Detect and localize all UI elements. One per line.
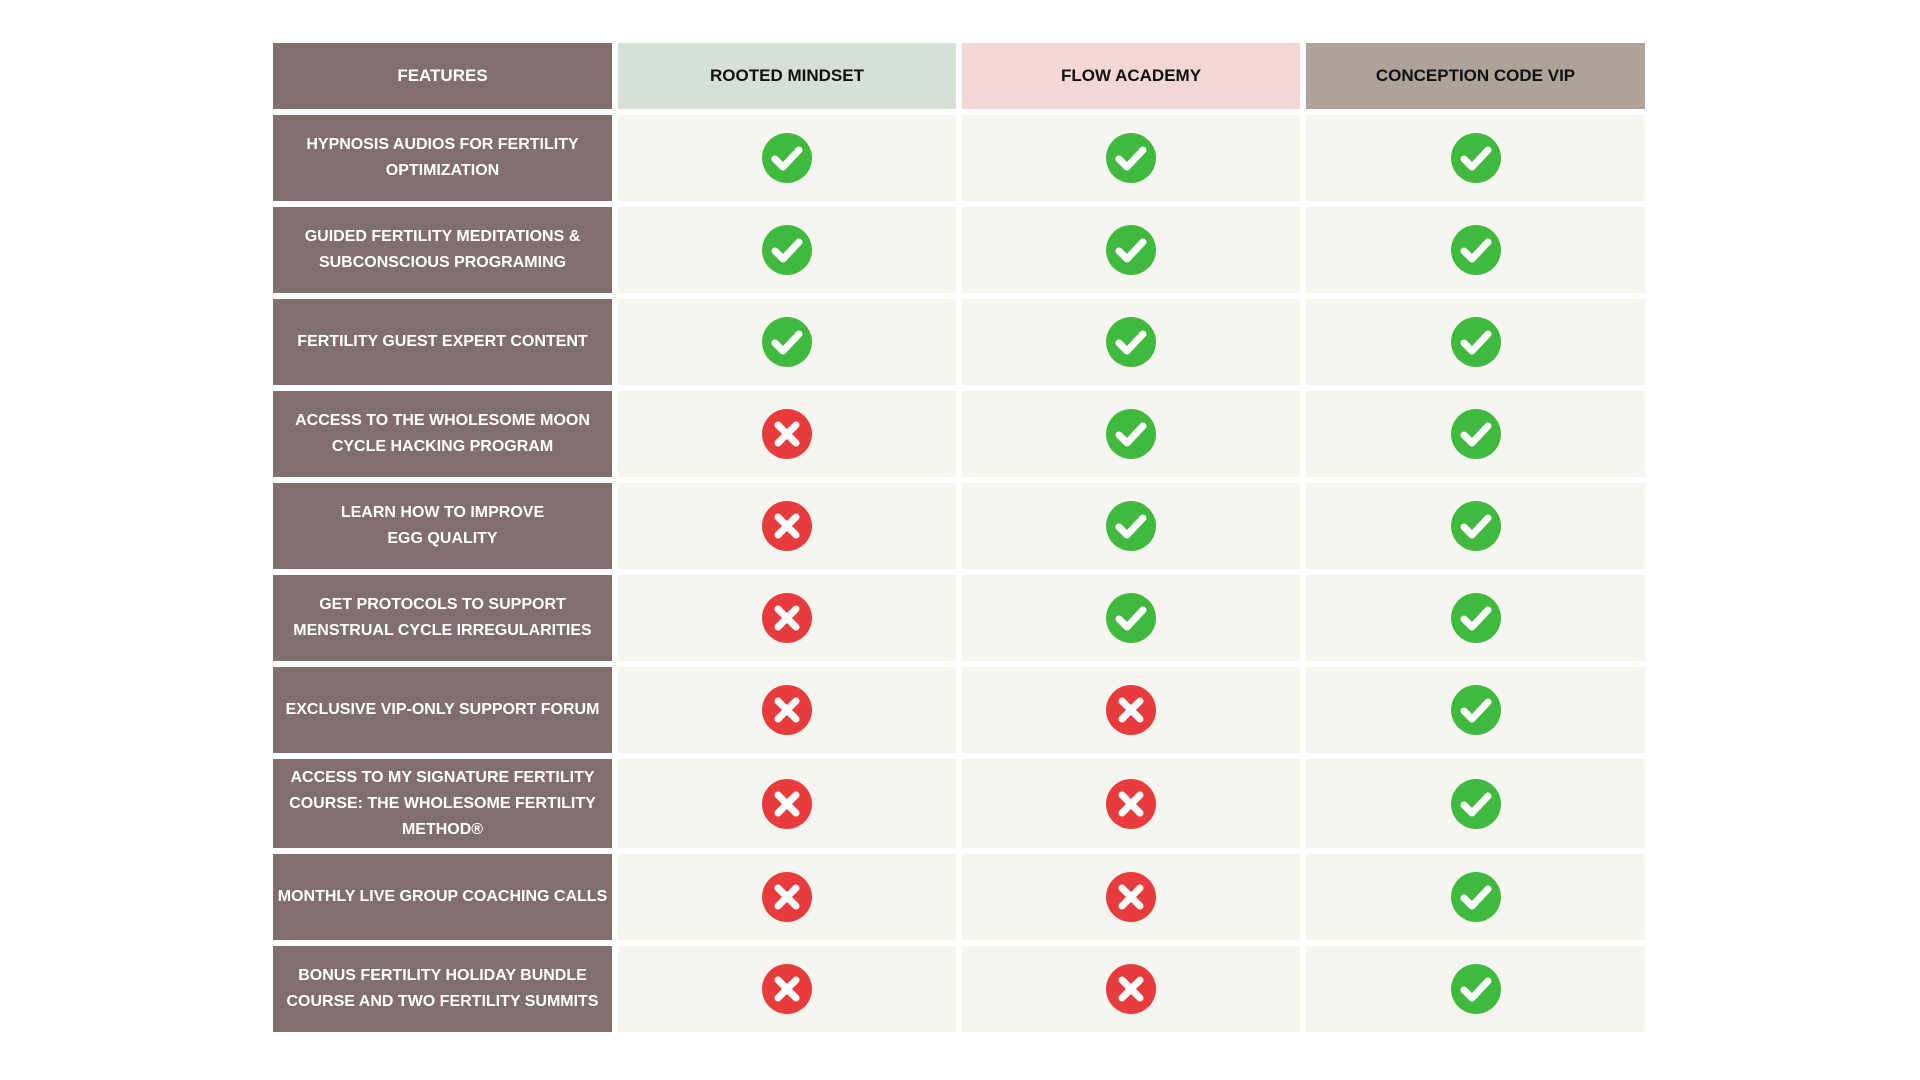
column-header: CONCEPTION CODE VIP: [1306, 43, 1645, 109]
check-icon: [1450, 964, 1501, 1014]
value-cell: [962, 759, 1300, 848]
value-cell: [1306, 483, 1645, 569]
value-cell: [962, 299, 1300, 385]
check-icon: [1450, 317, 1501, 367]
cross-icon: [1106, 778, 1156, 829]
cross-icon: [1106, 685, 1156, 735]
feature-label: BONUS FERTILITY HOLIDAY BUNDLE COURSE AN…: [273, 946, 612, 1032]
check-icon: [1106, 317, 1156, 367]
value-cell: [1306, 667, 1645, 753]
feature-label: FERTILITY GUEST EXPERT CONTENT: [273, 299, 612, 385]
cross-icon: [1106, 872, 1156, 922]
check-icon: [1106, 225, 1156, 275]
check-icon: [1106, 133, 1156, 183]
cross-icon: [762, 593, 812, 643]
value-cell: [962, 115, 1300, 201]
feature-label: MONTHLY LIVE GROUP COACHING CALLS: [273, 854, 612, 940]
value-cell: [1306, 946, 1645, 1032]
value-cell: [618, 483, 956, 569]
check-icon: [1106, 501, 1156, 551]
check-icon: [1106, 593, 1156, 643]
check-icon: [1450, 225, 1501, 275]
value-cell: [1306, 207, 1645, 293]
value-cell: [962, 946, 1300, 1032]
value-cell: [618, 207, 956, 293]
column-header: FEATURES: [273, 43, 612, 109]
feature-label: ACCESS TO THE WHOLESOME MOON CYCLE HACKI…: [273, 391, 612, 477]
value-cell: [618, 391, 956, 477]
check-icon: [762, 225, 812, 275]
value-cell: [1306, 575, 1645, 661]
check-icon: [1450, 685, 1501, 735]
check-icon: [1106, 409, 1156, 459]
feature-label: GET PROTOCOLS TO SUPPORT MENSTRUAL CYCLE…: [273, 575, 612, 661]
cross-icon: [762, 964, 812, 1014]
value-cell: [1306, 854, 1645, 940]
check-icon: [1450, 593, 1501, 643]
cross-icon: [1106, 964, 1156, 1014]
cross-icon: [762, 501, 812, 551]
feature-label: HYPNOSIS AUDIOS FOR FERTILITY OPTIMIZATI…: [273, 115, 612, 201]
value-cell: [1306, 759, 1645, 848]
cross-icon: [762, 778, 812, 829]
check-icon: [762, 317, 812, 367]
column-header: ROOTED MINDSET: [618, 43, 956, 109]
value-cell: [962, 575, 1300, 661]
feature-label: ACCESS TO MY SIGNATURE FERTILITY COURSE:…: [273, 759, 612, 848]
comparison-table: FEATURES ROOTED MINDSET FLOW ACADEMY CONCEP…: [273, 43, 1647, 1032]
check-icon: [762, 133, 812, 183]
value-cell: [618, 115, 956, 201]
value-cell: [618, 575, 956, 661]
value-cell: [962, 667, 1300, 753]
feature-label: EXCLUSIVE VIP-ONLY SUPPORT FORUM: [273, 667, 612, 753]
column-header: FLOW ACADEMY: [962, 43, 1300, 109]
feature-label: GUIDED FERTILITY MEDITATIONS & SUBCONSCI…: [273, 207, 612, 293]
value-cell: [1306, 391, 1645, 477]
value-cell: [1306, 115, 1645, 201]
check-icon: [1450, 778, 1501, 829]
value-cell: [962, 854, 1300, 940]
check-icon: [1450, 133, 1501, 183]
check-icon: [1450, 501, 1501, 551]
value-cell: [618, 667, 956, 753]
cross-icon: [762, 872, 812, 922]
value-cell: [618, 299, 956, 385]
feature-label: LEARN HOW TO IMPROVE EGG QUALITY: [273, 483, 612, 569]
value-cell: [1306, 299, 1645, 385]
value-cell: [962, 207, 1300, 293]
cross-icon: [762, 409, 812, 459]
value-cell: [962, 391, 1300, 477]
value-cell: [618, 854, 956, 940]
value-cell: [618, 946, 956, 1032]
value-cell: [618, 759, 956, 848]
value-cell: [962, 483, 1300, 569]
cross-icon: [762, 685, 812, 735]
check-icon: [1450, 409, 1501, 459]
check-icon: [1450, 872, 1501, 922]
